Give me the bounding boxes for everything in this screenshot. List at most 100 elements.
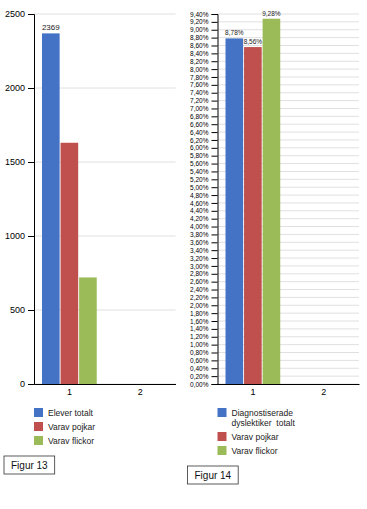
y-tick-mark: [212, 69, 218, 70]
caption: Figur 13: [4, 456, 55, 474]
y-tick-label: 0,20%: [190, 373, 209, 380]
y-tick-mark: [212, 274, 218, 275]
y-tick: 3,00%: [190, 262, 217, 269]
y-tick-label: 2,00%: [190, 302, 209, 309]
y-tick-mark: [212, 329, 218, 330]
legend-swatch: [218, 446, 227, 455]
y-tick-label: 0: [20, 379, 25, 389]
y-tick: 7,60%: [190, 81, 217, 88]
grid-line: [34, 14, 176, 15]
y-tick-label: 4,80%: [190, 192, 209, 199]
x-axis: 12: [35, 385, 177, 398]
legend-entry: Diagnostiseradedyslektiker totalt: [218, 408, 296, 428]
legend: Diagnostiseradedyslektiker totalt Varav p…: [218, 408, 296, 456]
legend-label: Varav pojkar: [48, 422, 95, 432]
y-tick-mark: [212, 297, 218, 298]
x-axis-line: [218, 384, 360, 385]
y-tick-mark: [212, 156, 218, 157]
y-tick-label: 3,80%: [190, 231, 209, 238]
x-tick: 1: [250, 387, 255, 397]
y-tick: 7,00%: [190, 105, 217, 112]
y-tick-label: 5,80%: [190, 152, 209, 159]
y-tick-label: 2500: [5, 9, 25, 19]
caption-text: Figur 13: [11, 460, 48, 471]
y-tick-label: 5,40%: [190, 168, 209, 175]
y-tick: 7,40%: [190, 89, 217, 96]
y-tick-mark: [212, 353, 218, 354]
y-tick: 1,20%: [190, 333, 217, 340]
y-tick-mark: [212, 38, 218, 39]
y-tick: 6,60%: [190, 121, 217, 128]
y-tick-mark: [212, 360, 218, 361]
legend-entry: Varav pojkar: [218, 432, 279, 442]
x-tick-label: 2: [138, 387, 143, 397]
y-tick-mark: [212, 179, 218, 180]
x-tick: 2: [138, 387, 143, 397]
bar-series: [263, 19, 281, 384]
y-tick-mark: [212, 140, 218, 141]
y-tick: 2500: [5, 9, 34, 19]
x-axis-line: [35, 384, 177, 385]
y-tick-mark: [212, 164, 218, 165]
y-tick: 4,80%: [190, 192, 217, 199]
y-tick: 6,80%: [190, 113, 217, 120]
y-tick: 5,80%: [190, 152, 217, 159]
legend: Elever totaltVarav pojkarVarav flickor: [34, 408, 95, 446]
y-axis-line: [212, 15, 219, 385]
y-tick: 3,20%: [190, 255, 217, 262]
data-label: 8,56%: [244, 38, 263, 45]
y-tick-label: 9,20%: [190, 18, 209, 25]
legend-label-line: Varav pojkar: [232, 432, 279, 442]
y-tick-mark: [28, 384, 34, 385]
caption-text: Figur 14: [195, 470, 232, 481]
y-tick: 5,20%: [190, 176, 217, 183]
y-tick-mark: [212, 124, 218, 125]
y-tick-mark: [212, 85, 218, 86]
bar-series: [61, 143, 79, 384]
legend-swatch: [34, 436, 43, 445]
bar: [61, 143, 79, 384]
bar: [150, 384, 168, 385]
bar: [113, 384, 131, 385]
y-tick: 8,20%: [190, 58, 217, 65]
legend-label: Diagnostiseradedyslektiker totalt: [232, 408, 296, 428]
y-tick: 5,40%: [190, 168, 217, 175]
bar-series: [226, 38, 244, 384]
chart-page: 05001000150020002500122369Elever totaltV…: [0, 0, 367, 509]
y-tick: 4,00%: [190, 223, 217, 230]
y-tick-label: 2000: [5, 83, 25, 93]
y-tick-mark: [212, 305, 218, 306]
x-tick: 2: [321, 387, 326, 397]
y-tick: 1,00%: [190, 341, 217, 348]
data-labels: 2369: [42, 23, 60, 32]
y-tick: 8,80%: [190, 34, 217, 41]
y-tick-mark: [212, 77, 218, 78]
y-tick-label: 1,60%: [190, 318, 209, 325]
y-tick-mark: [212, 282, 218, 283]
y-tick: 0: [20, 379, 34, 389]
y-tick-label: 8,00%: [190, 66, 209, 73]
y-tick-label: 2,40%: [190, 286, 209, 293]
y-tick: 1,40%: [190, 325, 217, 332]
caption-box: [4, 456, 55, 474]
legend-label: Varav flickor: [232, 446, 278, 456]
bar: [226, 38, 244, 384]
x-tick-label: 1: [250, 387, 255, 397]
y-tick-label: 3,20%: [190, 255, 209, 262]
y-tick-label: 8,60%: [190, 42, 209, 49]
y-tick-mark: [212, 116, 218, 117]
y-tick-label: 2,20%: [190, 294, 209, 301]
caption-box: [188, 466, 239, 484]
y-tick: 6,20%: [190, 137, 217, 144]
y-axis-line: [28, 15, 35, 385]
y-tick-label: 0,60%: [190, 357, 209, 364]
y-tick-mark: [212, 101, 218, 102]
bars: [42, 33, 97, 384]
y-tick-label: 9,00%: [190, 26, 209, 33]
y-tick: 0,20%: [190, 373, 217, 380]
y-tick-mark: [212, 22, 218, 23]
y-tick-label: 1500: [5, 157, 25, 167]
y-axis: 05001000150020002500: [5, 9, 35, 389]
y-tick: 6,40%: [190, 129, 217, 136]
y-tick-label: 0,80%: [190, 349, 209, 356]
